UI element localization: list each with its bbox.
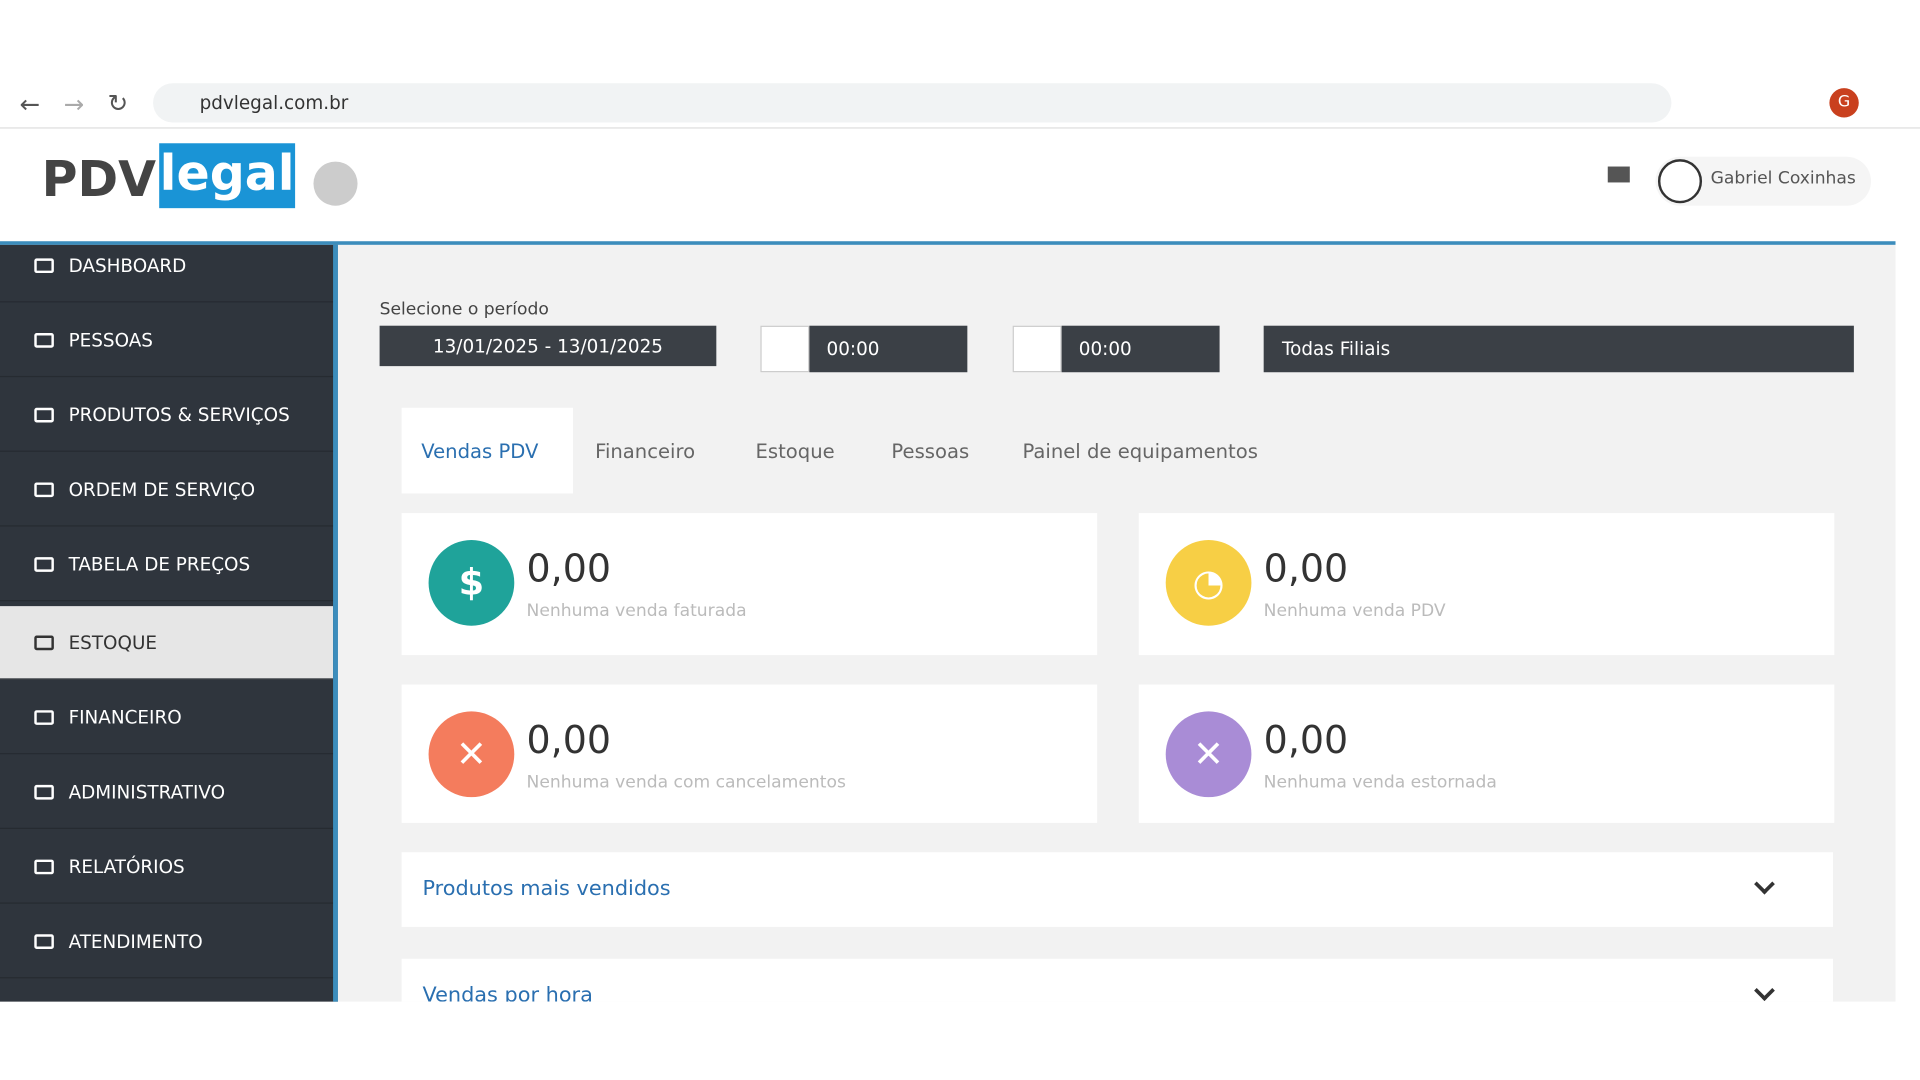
menu-icon [34, 257, 54, 273]
stat-card: ◔ 0,00 Nenhuma venda PDV [1138, 513, 1835, 656]
date-range: 13/01/2025 - 13/01/2025 [432, 334, 663, 357]
menu-label: ADMINISTRATIVO [68, 780, 226, 803]
stat-icon: ✕ [1165, 711, 1252, 798]
address-bar[interactable]: pdvlegal.com.br [153, 83, 1672, 123]
sidebar: DASHBOARD PESSOAS PRODUTOS & SERVIÇOS ORDEM… [0, 244, 338, 1002]
clock-icon [760, 325, 810, 373]
tab[interactable]: Vendas PDV [421, 438, 539, 463]
sidebar-item[interactable]: DASHBOARD [0, 245, 334, 303]
browser-bar: ← → ↻ pdvlegal.com.br G [0, 79, 1920, 129]
menu-icon [34, 634, 54, 650]
chevron [1754, 980, 1775, 1002]
panel-title: Vendas por hora [422, 983, 593, 1002]
menu-label: ESTOQUE [68, 631, 158, 654]
url: pdvlegal.com.br [199, 91, 349, 114]
menu-icon [34, 407, 54, 422]
stat-caption: Nenhuma venda estornada [1263, 772, 1497, 793]
logo-left: PDV [41, 151, 157, 209]
menu-label: RELATÓRIOS [68, 855, 185, 878]
menu-icon [34, 332, 54, 348]
stat-caption: Nenhuma venda faturada [526, 601, 747, 621]
tab[interactable]: Financeiro [595, 438, 696, 463]
stat-caption: Nenhuma venda com cancelamentos [526, 772, 846, 793]
menu-label: PESSOAS [68, 328, 153, 351]
stat-value: 0,00 [526, 547, 612, 592]
menu-icon [34, 933, 54, 949]
menu-label: DASHBOARD [68, 254, 187, 277]
menu-toggle[interactable] [313, 161, 358, 206]
stat-card: ✕ 0,00 Nenhuma venda com cancelamentos [401, 684, 1098, 823]
time-end: 00:00 [1078, 337, 1132, 360]
sidebar-item[interactable]: ORDEM DE SERVIÇO [0, 453, 334, 527]
back-button[interactable]: ← [19, 89, 41, 119]
sidebar-item[interactable]: PESSOAS [0, 304, 334, 378]
time-start: 00:00 [826, 337, 880, 360]
menu-icon [34, 481, 54, 497]
sidebar-item[interactable]: TABELA DE PREÇOS [0, 528, 334, 602]
menu-icon [34, 858, 54, 874]
period-label: Selecione o período [379, 300, 549, 320]
date-picker[interactable]: 13/01/2025 - 13/01/2025 [379, 325, 717, 367]
avatar [1657, 159, 1703, 204]
sidebar-item[interactable]: PRODUTOS & SERVIÇOS [0, 378, 334, 452]
mail-icon[interactable] [1607, 166, 1630, 183]
profile[interactable]: G [1829, 88, 1859, 118]
forward-button[interactable]: → [63, 89, 85, 119]
stat-value: 0,00 [1263, 718, 1349, 763]
user-name: Gabriel Coxinhas [1710, 168, 1856, 189]
stat-card: $0,00 Nenhuma venda faturada [401, 513, 1098, 656]
sidebar-item[interactable]: ESTOQUE [0, 606, 334, 680]
sidebar-item[interactable]: FINANCEIRO [0, 681, 334, 755]
stat-icon: ◔ [1165, 540, 1252, 626]
branch: Todas Filiais [1282, 337, 1391, 360]
stat-value: 0,00 [526, 718, 612, 763]
active-tab-bg [401, 407, 574, 494]
menu-icon [34, 556, 54, 572]
panel-title: Produtos mais vendidos [422, 876, 671, 902]
menu-label: TABELA DE PREÇOS [68, 552, 251, 575]
sidebar-item[interactable]: RELATÓRIOS [0, 830, 334, 904]
menu-label: ORDEM DE SERVIÇO [68, 478, 256, 501]
menu-label: FINANCEIRO [68, 705, 182, 728]
time-end-select[interactable]: 00:00 [1061, 325, 1220, 373]
logo-right: legal [159, 143, 296, 209]
collapsible-panel[interactable]: Produtos mais vendidos [401, 852, 1834, 927]
time-start-select[interactable]: 00:00 [809, 325, 968, 373]
stat-card: ✕ 0,00 Nenhuma venda estornada [1138, 684, 1835, 823]
stat-value: 0,00 [1263, 547, 1349, 592]
reload-button[interactable]: ↻ [107, 88, 129, 118]
tab[interactable]: Estoque [755, 438, 835, 463]
sidebar-item[interactable]: ADMINISTRATIVO [0, 756, 334, 829]
stat-icon: $ [428, 540, 515, 626]
user-menu[interactable]: Gabriel Coxinhas [1655, 156, 1872, 206]
clock-icon [1012, 325, 1062, 373]
menu-icon [34, 709, 54, 725]
content: Selecione o período 13/01/2025 - 13/01/2… [337, 244, 1896, 1002]
tab[interactable]: Pessoas [891, 438, 970, 463]
menu-label: ATENDIMENTO [68, 930, 203, 953]
sidebar-item[interactable]: ATENDIMENTO [0, 905, 334, 979]
app-header: PDV legal Gabriel Coxinhas [0, 129, 1896, 245]
stat-icon: ✕ [428, 711, 515, 798]
collapsible-panel[interactable]: Vendas por hora [401, 958, 1834, 1002]
tab[interactable]: Painel de equipamentos [1022, 438, 1258, 463]
stat-caption: Nenhuma venda PDV [1263, 601, 1446, 621]
chevron [1754, 873, 1775, 895]
branch-select[interactable]: Todas Filiais [1263, 325, 1854, 373]
menu-label: PRODUTOS & SERVIÇOS [68, 403, 290, 426]
menu-icon [34, 784, 54, 799]
